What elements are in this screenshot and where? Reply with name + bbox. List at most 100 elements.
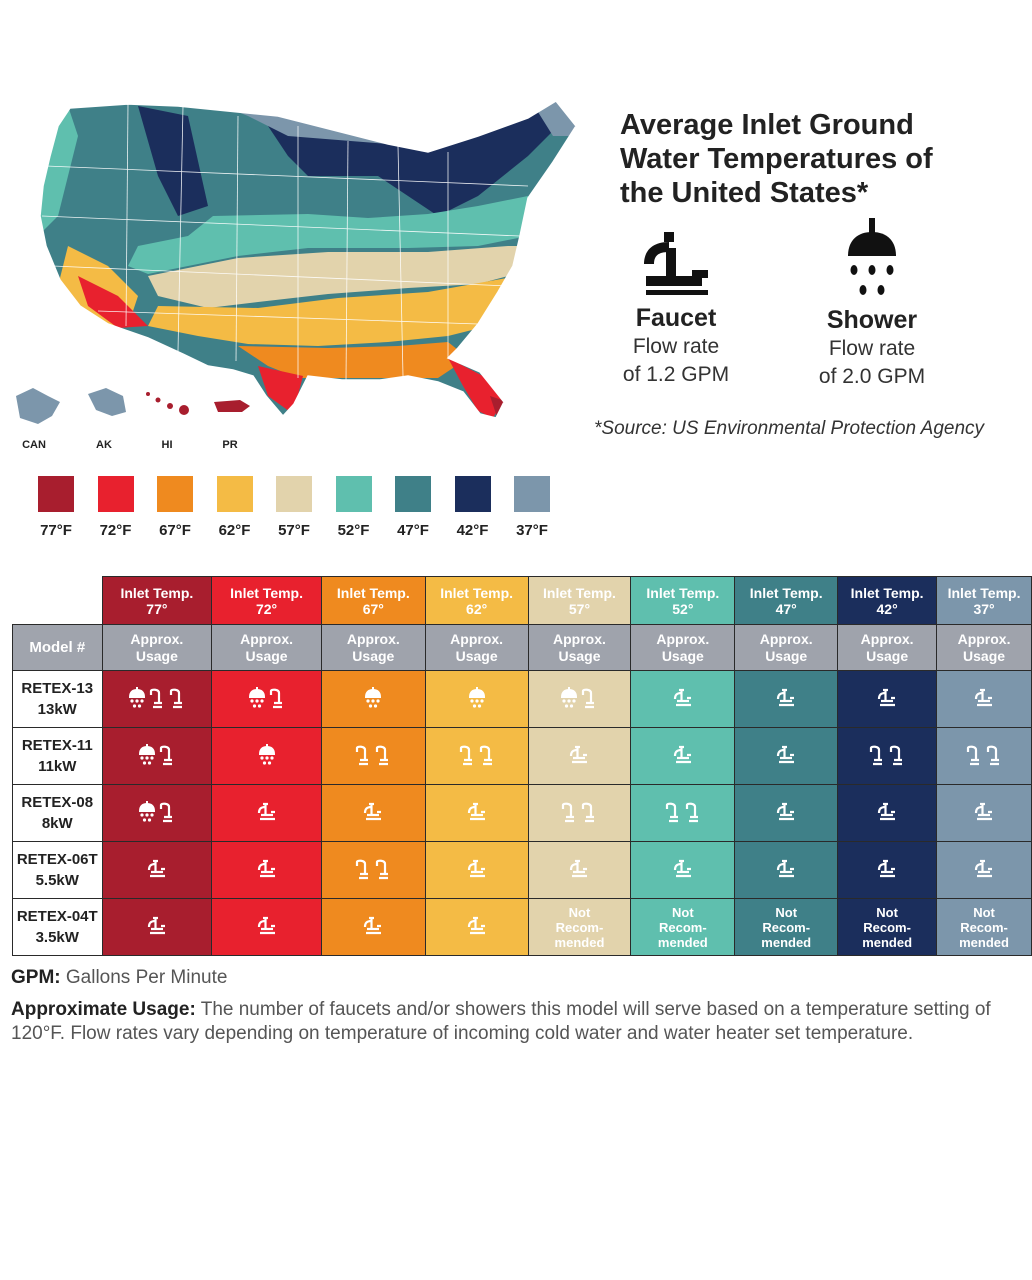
faucet-icon — [974, 802, 993, 821]
usage-cell — [936, 784, 1032, 842]
model-power: 13kW — [37, 701, 77, 718]
faucet-icon — [570, 859, 588, 878]
usage-icons — [974, 802, 993, 821]
inlet-temp-header: Inlet Temp. 77° — [101, 576, 213, 625]
usage-icons — [878, 859, 896, 878]
legend-label: 67°F — [159, 522, 191, 539]
usage-cell — [424, 784, 529, 842]
faucet-icon — [777, 802, 795, 821]
inlet-temp-value: 67° — [362, 600, 384, 617]
inlet-temp-header: Inlet Temp. 57° — [527, 576, 632, 625]
usage-cell — [527, 727, 632, 785]
approx-usage-header: Approx. Usage — [101, 624, 213, 671]
usage-cell: Not Recom- mended — [734, 898, 839, 956]
not-recommended-label: Not Recom- mended — [862, 904, 913, 950]
usage-icons — [878, 802, 896, 821]
gpm-text: Gallons Per Minute — [60, 967, 228, 988]
faucet-name: Faucet — [635, 304, 717, 332]
approx-usage-header: Approx. Usage — [527, 624, 632, 671]
map-label-hi: HI — [162, 439, 173, 451]
shower-icon — [248, 687, 265, 708]
model-number: RETEX-11 — [21, 737, 93, 754]
usage-icons — [365, 687, 382, 708]
approx-usage-header: Approx. Usage — [734, 624, 839, 671]
usage-cell — [734, 841, 839, 899]
usage-icons — [257, 859, 275, 878]
shower-icon — [138, 744, 155, 765]
usage-cell: Not Recom- mended — [837, 898, 938, 956]
shower-icon — [258, 744, 275, 765]
faucet-icon — [364, 802, 382, 821]
usage-icons — [562, 802, 595, 823]
usage-icons — [974, 859, 993, 878]
legend-label: 52°F — [337, 522, 370, 539]
usage-icons — [257, 916, 275, 935]
shower-icon — [848, 218, 896, 295]
faucet-icon — [459, 745, 472, 766]
faucet-rate-line-1: Flow rate — [632, 335, 720, 358]
usage-cell — [527, 670, 632, 728]
faucet-icon — [966, 745, 980, 766]
usage-cell — [630, 784, 736, 842]
table-corner — [13, 577, 103, 625]
faucet-icon — [878, 859, 896, 878]
legend-label: 72°F — [99, 522, 132, 539]
faucet-icon — [644, 232, 708, 295]
shower-icon — [128, 687, 145, 708]
shower-rate-line-1: Flow rate — [828, 337, 916, 360]
usage-cell — [630, 670, 736, 728]
faucet-icon — [257, 916, 275, 935]
usage-term: Approximate Usage: — [11, 999, 196, 1020]
inlet-temp-value: 62° — [466, 600, 488, 617]
usage-cell — [936, 670, 1032, 728]
faucet-icon — [376, 859, 389, 880]
inlet-temp-label: Inlet Temp. — [749, 584, 823, 601]
not-recommended-label: Not Recom- mended — [657, 904, 708, 950]
faucet-icon — [673, 745, 691, 764]
usage-cell: Not Recom- mended — [936, 898, 1032, 956]
usage-cell — [837, 727, 938, 785]
faucet-icon — [685, 802, 698, 823]
usage-cell — [837, 670, 938, 728]
approx-usage-label: Approx. Usage — [450, 630, 504, 664]
approx-usage-header: Approx. Usage — [630, 624, 736, 671]
usage-text: The number of faucets and/or showers thi… — [11, 999, 991, 1044]
usage-cell — [101, 670, 213, 728]
legend-label: 77°F — [40, 522, 72, 539]
shower-name: Shower — [826, 306, 918, 334]
usage-icons — [673, 745, 691, 764]
model-cell: RETEX-06T 5.5kW — [12, 841, 103, 899]
faucet-icon — [582, 802, 595, 823]
usage-icons — [673, 859, 691, 878]
shower-icon — [365, 687, 382, 708]
inlet-temp-value: 42° — [876, 600, 898, 617]
usage-cell — [320, 898, 426, 956]
inlet-temp-value: 47° — [775, 600, 797, 617]
usage-icons — [777, 859, 795, 878]
faucet-icon — [159, 802, 172, 823]
usage-icons — [364, 802, 382, 821]
usage-icons — [777, 802, 795, 821]
usage-cell — [101, 727, 213, 785]
legend-swatch — [97, 476, 134, 512]
not-recommended-label: Not Recom- mended — [554, 904, 605, 950]
faucet-icon — [479, 745, 492, 766]
faucet-icon — [159, 745, 172, 766]
inlet-temp-header: Inlet Temp. 52° — [630, 576, 736, 625]
faucet-icon — [777, 859, 795, 878]
faucet-info: Faucet Flow rate of 1.2 GPM — [581, 228, 771, 389]
usage-cell — [211, 841, 322, 899]
faucet-icon — [673, 688, 691, 707]
faucet-icon — [974, 859, 993, 878]
table-row: RETEX-04T 3.5kW Not Recom- mended Not Recom… — [12, 898, 1032, 956]
legend-label: 37°F — [516, 522, 548, 539]
usage-cell — [101, 784, 213, 842]
faucet-icon — [562, 802, 575, 823]
title-line-3: the United States* — [620, 177, 869, 209]
approx-usage-header: Approx. Usage — [837, 624, 938, 671]
approx-usage-label: Approx. Usage — [860, 630, 914, 664]
model-number: RETEX-13 — [21, 680, 94, 697]
usage-icons — [356, 745, 389, 766]
faucet-icon — [147, 916, 165, 935]
faucet-icon — [878, 802, 896, 821]
